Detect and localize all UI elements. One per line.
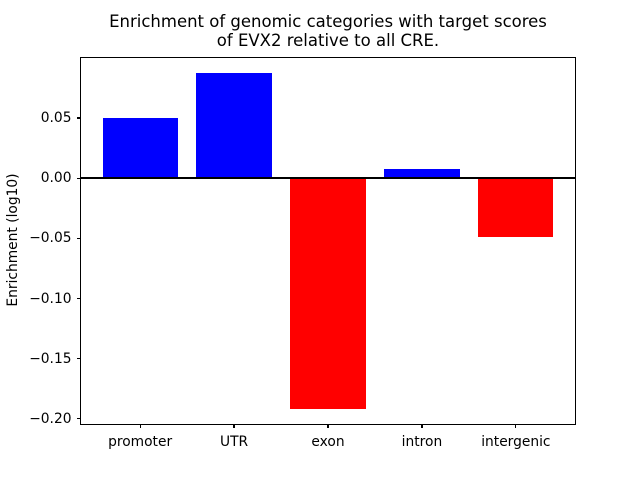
- x-tick-label: intergenic: [481, 434, 551, 450]
- x-tick-mark: [233, 424, 235, 428]
- bar-UTR: [196, 73, 272, 179]
- y-tick-label: −0.20: [29, 410, 72, 427]
- y-tick-label: 0.05: [40, 110, 72, 126]
- y-tick-label: 0.00: [40, 170, 72, 187]
- y-tick-label: −0.05: [29, 230, 72, 247]
- y-tick-mark: [76, 297, 80, 300]
- x-tick-mark: [421, 424, 423, 428]
- plot-area: [80, 57, 576, 425]
- bar-intron: [384, 168, 460, 179]
- bar-exon: [290, 178, 366, 410]
- y-tick-mark: [76, 237, 80, 239]
- x-tick-mark: [515, 424, 517, 428]
- y-tick-mark: [76, 177, 80, 179]
- bar-promoter: [102, 118, 178, 179]
- x-tick-label: intron: [401, 434, 443, 450]
- y-tick-label: −0.15: [29, 350, 72, 367]
- x-tick-label: exon: [311, 434, 345, 450]
- x-tick-mark: [327, 424, 329, 428]
- chart-title: Enrichment of genomic categories with ta…: [109, 12, 547, 50]
- y-tick-mark: [76, 358, 80, 360]
- x-tick-mark: [139, 424, 141, 428]
- y-tick-label: −0.10: [29, 290, 72, 307]
- y-tick-mark: [76, 117, 80, 119]
- x-tick-label: UTR: [219, 434, 249, 450]
- y-tick-mark: [76, 418, 80, 420]
- x-tick-label: promoter: [108, 434, 173, 450]
- zero-line: [80, 176, 576, 180]
- bar-intergenic: [478, 178, 554, 238]
